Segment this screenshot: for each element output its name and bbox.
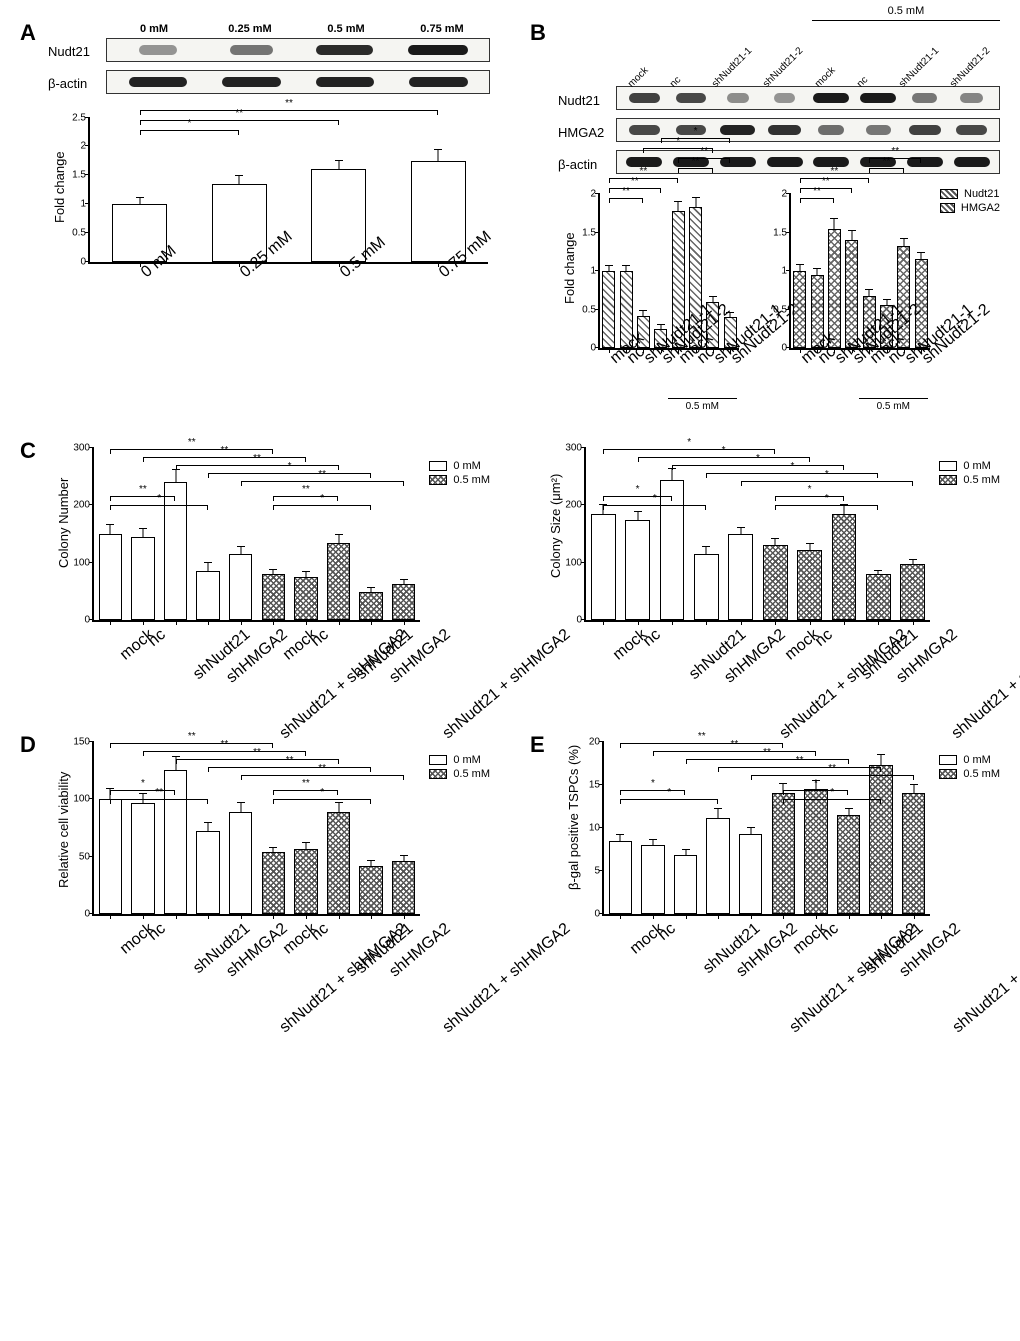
panel-c-colony-number-chart: Colony Number0100200300***************mo… [48,442,490,702]
panel-b-label: B [530,20,546,46]
panel-c: C Colony Number0100200300***************… [20,438,1000,702]
panel-c-colony-size-chart: Colony Size (μm²)0100200300*********mock… [540,442,1000,702]
panel-b: B 0.5 mM mockncshNudt21-1shNudt21-2mockn… [530,20,1000,408]
panel-e-label: E [530,732,545,758]
panel-b-chart-nudt21: Fold change00.511.52************mockncsh… [558,188,741,408]
panel-a-lane-headers: 0 mM0.25 mM0.5 mM0.75 mM [106,24,490,36]
panel-a-label: A [20,20,36,46]
panel-a-chart: Fold change00.511.522.5*****0 mM0.25 mM0… [48,112,490,322]
panel-d-label: D [20,732,36,758]
panel-d: D Relative cell viability050100150******… [20,732,490,996]
panel-e-chart: β-gal positive TSPCs (%)05101520********… [558,736,1000,996]
panel-a: A 0 mM0.25 mM0.5 mM0.75 mM Nudt21β-actin… [20,20,490,322]
panel-c-label: C [20,438,36,464]
panel-b-top-bracket: 0.5 mM [812,20,1000,33]
panel-d-chart: Relative cell viability050100150********… [48,736,490,996]
figure: A 0 mM0.25 mM0.5 mM0.75 mM Nudt21β-actin… [20,20,1000,996]
panel-e: E β-gal positive TSPCs (%)05101520******… [530,732,1000,996]
panel-b-chart-hmga2: 00.511.52**********mockncshNudt21-1shNud… [749,188,932,408]
panel-b-legend: Nudt21 HMGA2 [940,188,1000,214]
